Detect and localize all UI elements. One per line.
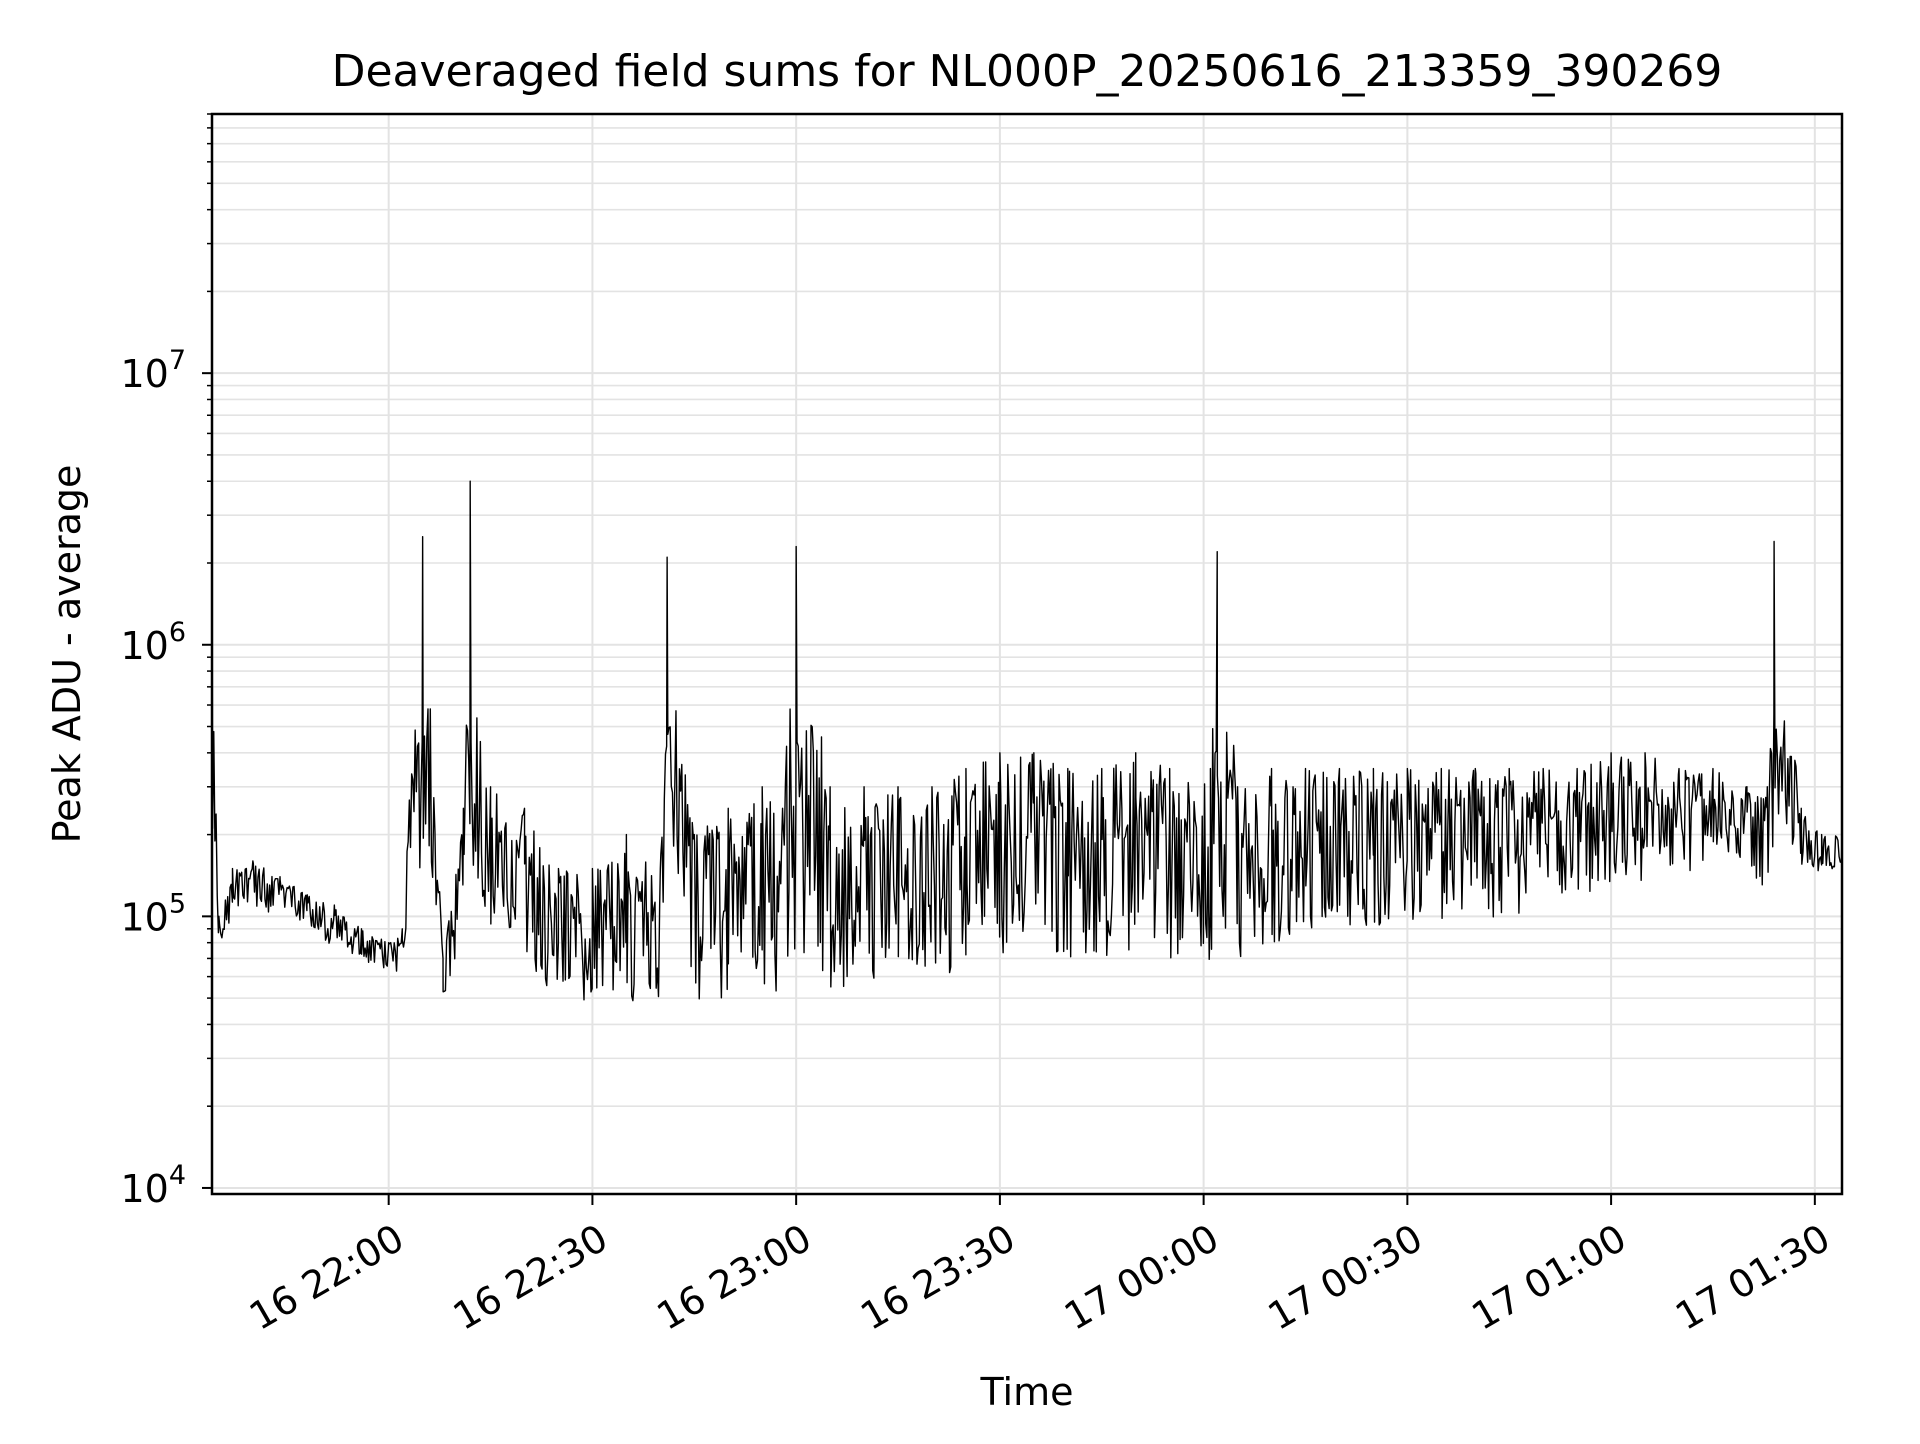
y-tick-exponent: 7 bbox=[169, 345, 186, 376]
y-tick-exponent: 4 bbox=[169, 1160, 186, 1191]
y-tick-exponent: 5 bbox=[169, 888, 186, 919]
plot-frame bbox=[210, 112, 1844, 1196]
y-tick-label: 106 bbox=[120, 617, 186, 668]
y-axis-label: Peak ADU - average bbox=[45, 465, 89, 844]
y-tick-base: 10 bbox=[120, 1167, 168, 1211]
y-tick-base: 10 bbox=[120, 352, 168, 396]
y-tick-base: 10 bbox=[120, 624, 168, 668]
y-tick-label: 105 bbox=[120, 888, 186, 939]
grid bbox=[212, 113, 1842, 1194]
y-tick-base: 10 bbox=[120, 895, 168, 939]
y-tick-label: 107 bbox=[120, 345, 186, 396]
y-tick-exponent: 6 bbox=[169, 617, 186, 648]
x-axis-label: Time bbox=[980, 1370, 1074, 1414]
chart-title: Deaveraged field sums for NL000P_2025061… bbox=[332, 46, 1723, 97]
series-line-0 bbox=[211, 480, 1843, 1002]
plot-area bbox=[211, 480, 1843, 1002]
y-tick-label: 104 bbox=[120, 1160, 186, 1211]
